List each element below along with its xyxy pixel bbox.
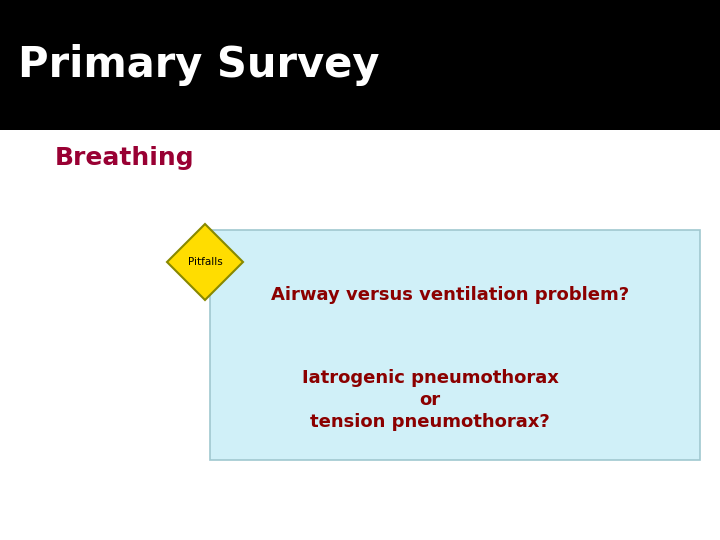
Text: Pitfalls: Pitfalls [188,257,222,267]
Text: Primary Survey: Primary Survey [18,44,379,86]
Text: Airway versus ventilation problem?: Airway versus ventilation problem? [271,286,629,304]
Bar [0,0,720,130]
Text: Breathing: Breathing [55,146,194,170]
Polygon shape [167,224,243,300]
FancyBboxPatch shape [210,230,700,460]
Text: tension pneumothorax?: tension pneumothorax? [310,413,550,431]
Text: Iatrogenic pneumothorax: Iatrogenic pneumothorax [302,369,559,387]
Text: or: or [420,391,441,409]
